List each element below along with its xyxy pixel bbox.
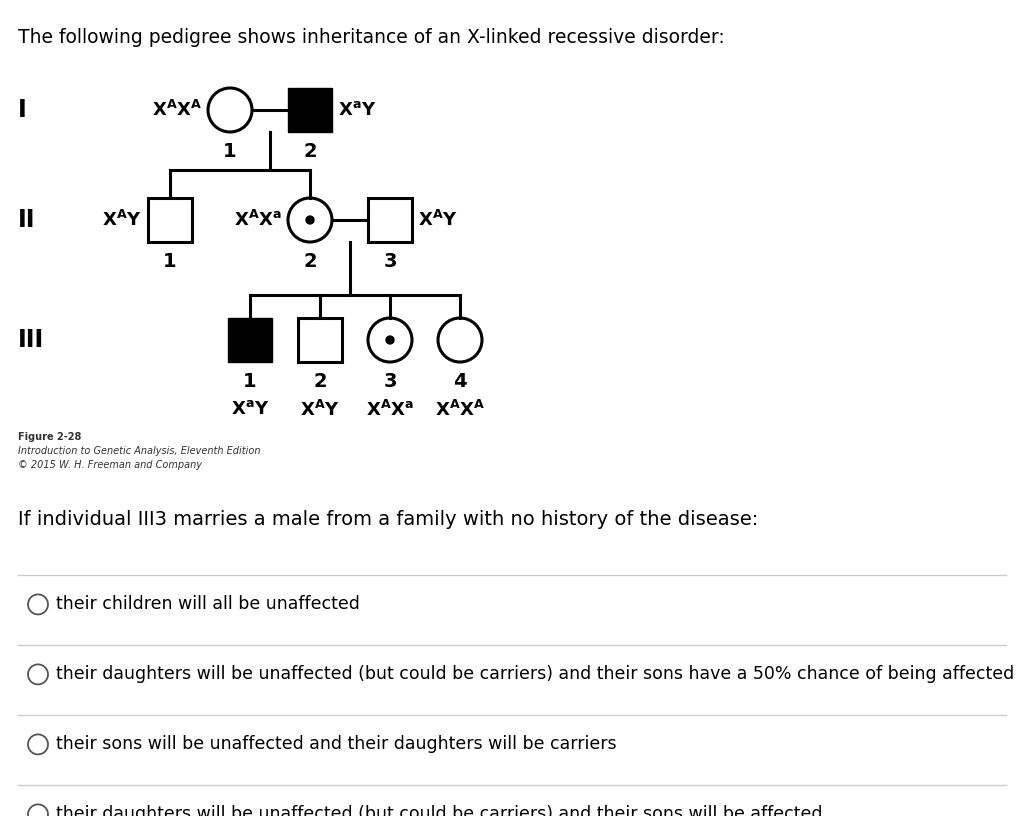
Text: $\mathbf{X}^\mathbf{A}\mathbf{X}^\mathbf{a}$: $\mathbf{X}^\mathbf{A}\mathbf{X}^\mathbf… bbox=[366, 400, 414, 420]
Bar bbox=[228, 318, 272, 362]
Text: 3: 3 bbox=[383, 252, 396, 271]
Text: I: I bbox=[18, 98, 27, 122]
Text: © 2015 W. H. Freeman and Company: © 2015 W. H. Freeman and Company bbox=[18, 460, 202, 470]
Text: Introduction to Genetic Analysis, Eleventh Edition: Introduction to Genetic Analysis, Eleven… bbox=[18, 446, 260, 456]
Text: 2: 2 bbox=[303, 252, 316, 271]
Text: $\mathbf{X}^\mathbf{A}\mathbf{X}^\mathbf{A}$: $\mathbf{X}^\mathbf{A}\mathbf{X}^\mathbf… bbox=[152, 100, 202, 120]
Text: $\mathbf{X}^\mathbf{a}\mathbf{Y}$: $\mathbf{X}^\mathbf{a}\mathbf{Y}$ bbox=[230, 400, 269, 418]
Bar bbox=[368, 198, 412, 242]
Text: their sons will be unaffected and their daughters will be carriers: their sons will be unaffected and their … bbox=[56, 735, 616, 753]
Text: II: II bbox=[18, 208, 36, 232]
Text: their daughters will be unaffected (but could be carriers) and their sons will b: their daughters will be unaffected (but … bbox=[56, 805, 822, 816]
Text: $\mathbf{X}^\mathbf{A}\mathbf{X}^\mathbf{a}$: $\mathbf{X}^\mathbf{A}\mathbf{X}^\mathbf… bbox=[234, 210, 282, 230]
Text: 1: 1 bbox=[223, 142, 237, 161]
Text: 2: 2 bbox=[313, 372, 327, 391]
Text: 1: 1 bbox=[243, 372, 257, 391]
Text: their daughters will be unaffected (but could be carriers) and their sons have a: their daughters will be unaffected (but … bbox=[56, 665, 1014, 683]
Text: III: III bbox=[18, 328, 44, 352]
Bar bbox=[298, 318, 342, 362]
Text: 3: 3 bbox=[383, 372, 396, 391]
Text: $\mathbf{X}^\mathbf{A}\mathbf{Y}$: $\mathbf{X}^\mathbf{A}\mathbf{Y}$ bbox=[300, 400, 340, 420]
Text: 1: 1 bbox=[163, 252, 177, 271]
Text: $\mathbf{X}^\mathbf{A}\mathbf{Y}$: $\mathbf{X}^\mathbf{A}\mathbf{Y}$ bbox=[418, 210, 458, 230]
Bar bbox=[288, 88, 332, 132]
Text: Figure 2-28: Figure 2-28 bbox=[18, 432, 81, 442]
Text: $\mathbf{X}^\mathbf{a}\mathbf{Y}$: $\mathbf{X}^\mathbf{a}\mathbf{Y}$ bbox=[338, 101, 376, 119]
Text: The following pedigree shows inheritance of an X-linked recessive disorder:: The following pedigree shows inheritance… bbox=[18, 28, 725, 47]
Text: $\mathbf{X}^\mathbf{A}\mathbf{X}^\mathbf{A}$: $\mathbf{X}^\mathbf{A}\mathbf{X}^\mathbf… bbox=[435, 400, 485, 420]
Text: 4: 4 bbox=[454, 372, 467, 391]
Text: If individual III3 marries a male from a family with no history of the disease:: If individual III3 marries a male from a… bbox=[18, 510, 758, 529]
Text: their children will all be unaffected: their children will all be unaffected bbox=[56, 596, 359, 614]
Bar bbox=[148, 198, 193, 242]
Text: 2: 2 bbox=[303, 142, 316, 161]
Text: $\mathbf{X}^\mathbf{A}\mathbf{Y}$: $\mathbf{X}^\mathbf{A}\mathbf{Y}$ bbox=[102, 210, 142, 230]
Circle shape bbox=[386, 336, 394, 344]
Circle shape bbox=[306, 216, 314, 224]
